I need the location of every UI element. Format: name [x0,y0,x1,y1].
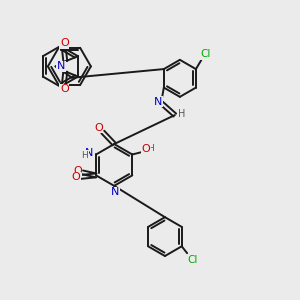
Text: N: N [57,61,65,71]
Text: O: O [60,84,69,94]
Text: H: H [147,144,154,153]
Text: O: O [141,143,150,154]
Text: O: O [60,38,69,48]
Text: O: O [71,172,80,182]
Text: N: N [85,148,94,158]
Text: H: H [178,110,185,119]
Text: O: O [94,123,103,133]
Text: Cl: Cl [201,50,211,59]
Text: Cl: Cl [187,255,198,265]
Text: N: N [111,188,119,197]
Text: N: N [154,97,162,106]
Text: O: O [73,166,82,176]
Text: H: H [81,151,88,160]
